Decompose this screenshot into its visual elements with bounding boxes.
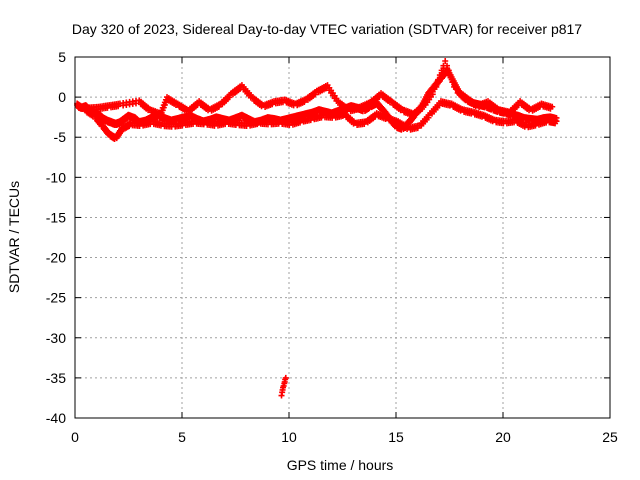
data-point-interp — [436, 74, 443, 81]
data-point-interp — [425, 114, 432, 121]
y-tick-label: 5 — [58, 49, 66, 65]
y-tick-label: -25 — [46, 290, 66, 306]
y-tick-label: -30 — [46, 330, 66, 346]
x-axis-ticks: 0 5 10 15 20 25 — [71, 57, 618, 445]
data-series — [74, 58, 560, 399]
chart-title: Day 320 of 2023, Sidereal Day-to-day VTE… — [72, 21, 582, 37]
y-axis-ticks: 5 0 -5 -10 -15 -20 -25 -30 -35 -40 — [46, 49, 610, 426]
x-tick-label: 5 — [178, 429, 186, 445]
data-point — [442, 58, 449, 65]
data-point-interp — [365, 102, 372, 109]
x-axis-label: GPS time / hours — [287, 457, 394, 473]
x-tick-label: 0 — [71, 429, 79, 445]
x-tick-label: 10 — [281, 429, 297, 445]
data-point — [549, 103, 556, 110]
y-tick-label: 0 — [58, 89, 66, 105]
x-tick-label: 15 — [388, 429, 404, 445]
data-point-interp — [215, 103, 222, 110]
data-point-interp — [435, 79, 442, 86]
data-point-interp — [419, 105, 426, 112]
x-tick-label: 20 — [495, 429, 511, 445]
data-point-interp — [301, 99, 308, 106]
data-point — [553, 118, 560, 125]
grid-lines — [75, 57, 610, 418]
data-point-interp — [312, 91, 319, 98]
data-point-interp — [226, 94, 233, 101]
x-tick-label: 25 — [602, 429, 618, 445]
data-point-interp — [438, 69, 445, 76]
y-tick-label: -10 — [46, 169, 66, 185]
data-point-interp — [429, 91, 436, 98]
data-point-interp — [269, 101, 276, 108]
y-tick-label: -20 — [46, 250, 66, 266]
y-tick-label: -5 — [54, 129, 67, 145]
data-point-interp — [436, 102, 443, 109]
y-axis-label: SDTVAR / TECUs — [6, 181, 22, 293]
y-tick-label: -35 — [46, 370, 66, 386]
data-point — [282, 374, 289, 381]
data-point-interp — [132, 100, 139, 107]
plot-frame — [74, 56, 611, 419]
y-tick-label: -15 — [46, 209, 66, 225]
data-point-interp — [433, 83, 440, 90]
data-point-interp — [297, 119, 304, 126]
y-tick-label: -40 — [46, 410, 66, 426]
